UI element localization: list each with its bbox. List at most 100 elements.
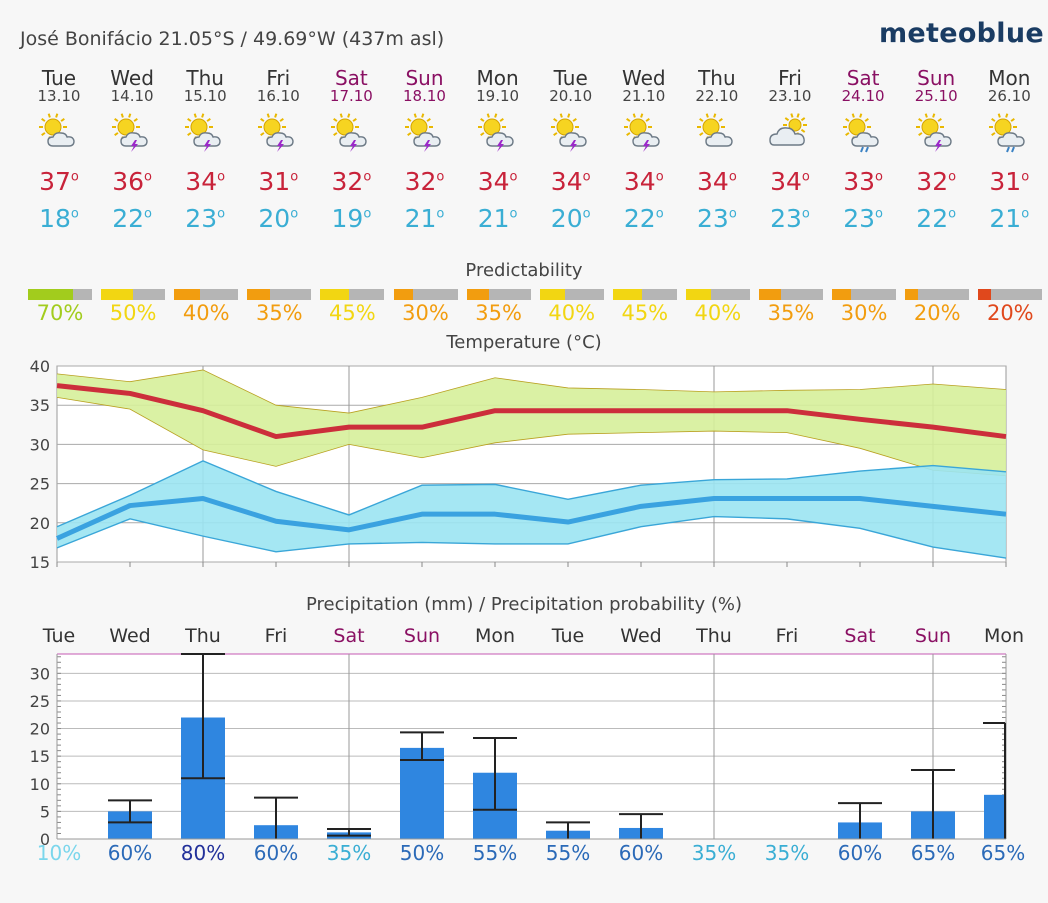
precip-day-label: Fri <box>776 625 799 647</box>
day-name: Thu <box>698 66 736 90</box>
precip-probability-label: 35% <box>692 841 736 865</box>
y-tick-label: 30 <box>30 664 50 683</box>
min-temp: 20o <box>550 204 591 233</box>
day-column: Wed 21.10 34o 22o <box>607 66 681 233</box>
min-temp: 23o <box>185 204 226 233</box>
predictability-bar <box>247 289 312 300</box>
predictability-label: 40% <box>548 301 596 325</box>
precip-probability-label: 35% <box>765 841 809 865</box>
predictability-label: 20% <box>986 301 1034 325</box>
y-tick-label: 40 <box>30 357 50 376</box>
day-date: 14.10 <box>110 87 154 105</box>
precip-day-label: Sat <box>333 625 364 647</box>
precip-day-label: Mon <box>984 625 1024 647</box>
predictability-item: 70% <box>28 289 92 325</box>
day-name: Sun <box>917 66 956 90</box>
precip-probability-label: 55% <box>546 841 590 865</box>
day-date: 24.10 <box>841 87 885 105</box>
predictability-bar <box>539 289 604 300</box>
predictability-bar <box>466 289 531 300</box>
min-temp: 22o <box>112 204 152 233</box>
y-tick-label: 30 <box>30 435 50 454</box>
precip-day-label: Wed <box>109 625 150 647</box>
y-tick-label: 15 <box>30 553 50 572</box>
predictability-item: 20% <box>905 289 970 325</box>
precip-probability-label: 35% <box>327 841 371 865</box>
predictability-fill <box>685 289 712 300</box>
day-column: Tue 20.10 34o 20o <box>534 66 608 233</box>
max-temp: 34o <box>770 167 810 196</box>
predictability-fill <box>832 289 852 300</box>
day-column: Mon 26.10 31o 21o <box>972 66 1046 233</box>
day-column: Fri 16.10 31o 20o <box>241 66 315 233</box>
predictability-item: 40% <box>539 289 604 325</box>
day-date: 16.10 <box>256 87 300 105</box>
predictability-item: 30% <box>832 289 897 325</box>
day-date: 20.10 <box>549 87 593 105</box>
sun-cloud-icon <box>696 113 733 147</box>
temperature-chart: 15 20 25 30 35 40 <box>30 357 1007 572</box>
precip-day-label: Fri <box>265 625 288 647</box>
predictability-item: 35% <box>759 289 823 325</box>
max-temp: 34o <box>477 167 518 196</box>
predictability-fill <box>28 289 73 300</box>
precip-day-label: Sun <box>915 625 951 647</box>
y-tick-label: 25 <box>30 692 50 711</box>
predictability-label: 50% <box>109 301 157 325</box>
max-temp: 36o <box>112 167 152 196</box>
precip-probability-label: 10% <box>37 841 81 865</box>
min-temperature-line <box>55 495 1007 541</box>
day-column: Sat 17.10 32o 19o <box>314 66 388 233</box>
max-temp: 37o <box>39 167 79 196</box>
y-tick-label: 20 <box>30 514 50 533</box>
precip-day-label: Tue <box>551 625 584 647</box>
y-tick-label: 20 <box>30 720 50 739</box>
predictability-fill <box>759 289 782 300</box>
predictability-bar <box>612 289 677 300</box>
min-temp: 23o <box>843 204 883 233</box>
predictability-bar <box>978 289 1043 300</box>
sun-thunderstorm-icon <box>550 113 587 152</box>
y-tick-label: 25 <box>30 475 50 494</box>
precip-probability-label: 65% <box>911 841 955 865</box>
predictability-row: 70% 50% 40% 35% 45% 30% 35% 40% 45% 40% 35% 30% 20% 2… <box>28 289 1043 329</box>
predictability-label: 35% <box>767 301 815 325</box>
day-name: Fri <box>266 66 291 90</box>
predictability-bar <box>174 289 239 300</box>
max-temp: 31o <box>258 167 299 196</box>
predictability-fill <box>539 289 566 300</box>
predictability-bar <box>28 289 92 300</box>
predictability-fill <box>612 289 642 300</box>
min-temp: 23o <box>770 204 810 233</box>
max-temperature-line <box>56 383 1007 440</box>
sun-thunderstorm-icon <box>916 113 952 152</box>
predictability-label: 30% <box>840 301 888 325</box>
day-column: Sun 18.10 32o 21o <box>388 66 462 233</box>
predictability-item: 20% <box>978 289 1043 325</box>
precip-probability-label: 65% <box>981 841 1025 865</box>
precip-day-label: Mon <box>475 625 515 647</box>
predictability-label: 35% <box>475 301 522 325</box>
min-temp: 18o <box>39 204 79 233</box>
day-name: Wed <box>621 66 666 90</box>
predictability-fill <box>466 289 489 300</box>
sun-thunderstorm-icon <box>623 113 660 152</box>
day-date: 18.10 <box>403 87 446 105</box>
predictability-fill <box>978 289 992 300</box>
predictability-item: 30% <box>393 289 458 325</box>
sun-thunderstorm-icon <box>112 113 148 152</box>
y-tick-label: 0 <box>40 830 50 849</box>
precip-day-label: Thu <box>184 625 221 647</box>
day-name: Tue <box>553 66 588 90</box>
day-date: 17.10 <box>329 87 373 105</box>
precip-day-label: Tue <box>42 625 75 647</box>
day-name: Mon <box>476 66 519 90</box>
predictability-fill <box>905 289 918 300</box>
precip-probability-label: 80% <box>181 841 225 865</box>
min-temp: 21o <box>989 204 1030 233</box>
predictability-fill <box>247 289 270 300</box>
sun-cloud-icon <box>39 113 75 147</box>
sun-thunderstorm-icon <box>477 113 514 152</box>
temperature-title: Temperature (°C) <box>446 332 602 353</box>
predictability-label: 40% <box>182 301 230 325</box>
